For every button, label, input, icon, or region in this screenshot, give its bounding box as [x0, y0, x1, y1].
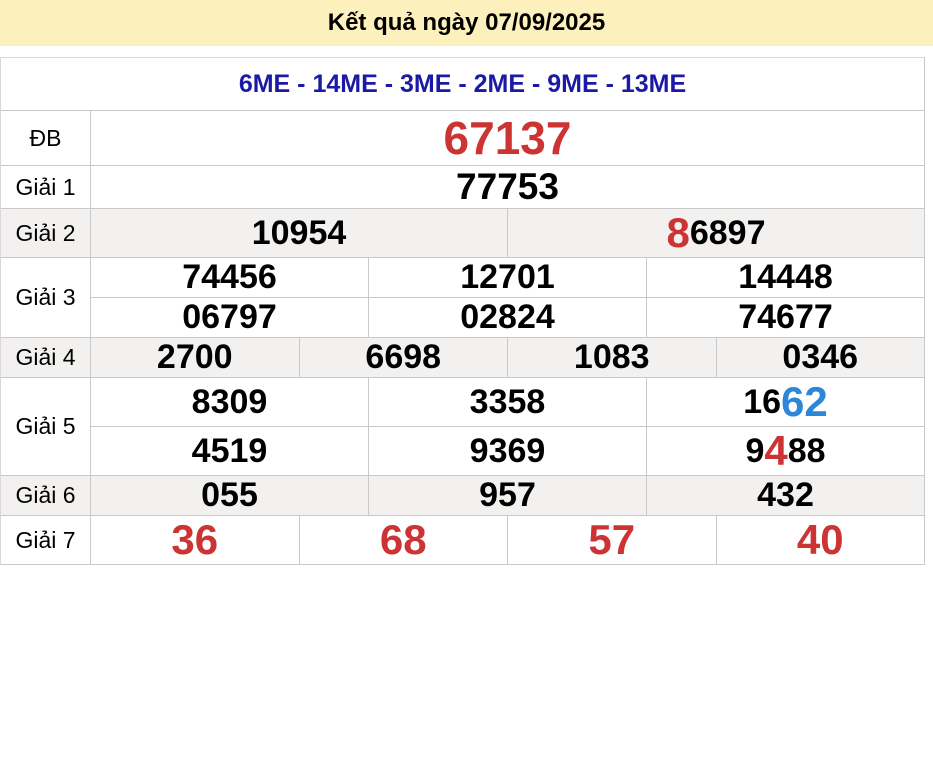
prize-sub-row: 8309 3358 16 62: [91, 378, 924, 426]
prize-sub-row: 10954 8 6897: [91, 209, 924, 257]
prize-value-cell: 0346: [715, 338, 925, 377]
prize-values-g1: 77753: [91, 166, 924, 208]
prize-label-g2: Giải 2: [1, 209, 91, 257]
digit-segment: 62: [781, 378, 828, 425]
prize-row-g1: Giải 1 77753: [1, 166, 924, 209]
digit-segment: 9369: [469, 431, 546, 470]
prize-value-cell: 36: [91, 516, 299, 564]
digit-segment: 74677: [738, 298, 833, 336]
prize-sub-row: 77753: [91, 166, 924, 208]
prize-sub-row: 67137: [91, 111, 924, 165]
prize-value-cell: 40: [715, 516, 925, 564]
prize-row-g6: Giải 6 055 957 432: [1, 476, 924, 516]
prize-sub-row: 055 957 432: [91, 476, 924, 515]
prize-value-cell: 02824: [368, 298, 646, 337]
digit-segment: 77753: [456, 166, 559, 207]
digit-segment: 14448: [738, 258, 833, 296]
prize-row-g3: Giải 3 74456 12701 14448 06797 02824 74677: [1, 258, 924, 338]
prize-sub-row: 06797 02824 74677: [91, 297, 924, 337]
prize-value-cell: 12701: [368, 258, 646, 297]
digit-segment: 57: [588, 516, 636, 563]
prize-value-cell: 9369: [368, 427, 646, 475]
digit-segment: 8: [666, 209, 690, 256]
prize-values-g6: 055 957 432: [91, 476, 924, 515]
prize-value-cell: 055: [91, 476, 368, 515]
digit-segment: 8309: [191, 382, 268, 421]
prize-value-cell: 957: [368, 476, 646, 515]
prize-sub-row: 36 68 57 40: [91, 516, 924, 564]
prize-values-g4: 2700 6698 1083 0346: [91, 338, 924, 377]
digit-segment: 957: [479, 476, 536, 514]
prize-value-cell: 74456: [91, 258, 368, 297]
digit-segment: 16: [743, 382, 782, 421]
prize-values-db: 67137: [91, 111, 924, 165]
prize-label-g7: Giải 7: [1, 516, 91, 564]
digit-segment: 432: [757, 476, 814, 514]
digit-segment: 36: [171, 516, 219, 563]
digit-segment: 0346: [782, 338, 859, 376]
digit-segment: 06797: [182, 298, 277, 336]
prize-value-cell: 4519: [91, 427, 368, 475]
prize-value-cell: 2700: [91, 338, 299, 377]
prize-row-db: ĐB 67137: [1, 111, 924, 166]
prize-value-cell: 74677: [646, 298, 924, 337]
digit-segment: 68: [379, 516, 427, 563]
digit-segment: 67137: [443, 112, 572, 164]
prize-value-cell: 10954: [91, 209, 507, 257]
digit-segment: 6698: [365, 338, 442, 376]
prize-row-g5: Giải 5 8309 3358 16 62 4519 9369 9 4 88: [1, 378, 924, 476]
prize-value-cell: 8309: [91, 378, 368, 426]
digit-segment: 40: [796, 516, 844, 563]
prize-value-cell: 9 4 88: [646, 427, 924, 475]
prize-values-g3: 74456 12701 14448 06797 02824 74677: [91, 258, 924, 337]
prize-label-g4: Giải 4: [1, 338, 91, 377]
prize-value-cell: 06797: [91, 298, 368, 337]
prize-value-cell: 67137: [91, 111, 924, 165]
station-list: 6ME - 14ME - 3ME - 2ME - 9ME - 13ME: [238, 69, 687, 98]
prize-label-g5: Giải 5: [1, 378, 91, 475]
digit-segment: 74456: [182, 258, 277, 296]
digit-segment: 9: [745, 431, 765, 470]
prize-row-g7: Giải 7 36 68 57 40: [1, 516, 924, 564]
digit-segment: 02824: [460, 298, 555, 336]
digit-segment: 2700: [156, 338, 233, 376]
lottery-results-page: Kết quả ngày 07/09/2025 6ME - 14ME - 3ME…: [0, 0, 933, 565]
digit-segment: 3358: [469, 382, 546, 421]
prize-value-cell: 77753: [91, 166, 924, 208]
results-date-banner: Kết quả ngày 07/09/2025: [0, 0, 933, 46]
digit-segment: 12701: [460, 258, 555, 296]
digit-segment: 1083: [573, 338, 650, 376]
digit-segment: 88: [787, 431, 826, 470]
results-table: 6ME - 14ME - 3ME - 2ME - 9ME - 13ME ĐB 67…: [0, 57, 925, 565]
prize-sub-row: 2700 6698 1083 0346: [91, 338, 924, 377]
prize-value-cell: 14448: [646, 258, 924, 297]
digit-segment: 4519: [191, 431, 268, 470]
prize-sub-row: 4519 9369 9 4 88: [91, 426, 924, 475]
prize-value-cell: 16 62: [646, 378, 924, 426]
page-title: Kết quả ngày 07/09/2025: [327, 9, 606, 36]
prize-rows-container: ĐB 67137 Giải 1 77753 Giải 2 10954 8 6897 Giải 3…: [1, 111, 924, 564]
prize-values-g2: 10954 8 6897: [91, 209, 924, 257]
prize-value-cell: 8 6897: [507, 209, 924, 257]
digit-segment: 055: [201, 476, 258, 514]
station-list-row: 6ME - 14ME - 3ME - 2ME - 9ME - 13ME: [1, 58, 924, 111]
prize-row-g4: Giải 4 2700 6698 1083 0346: [1, 338, 924, 378]
digit-segment: 6897: [689, 213, 766, 252]
prize-row-g2: Giải 2 10954 8 6897: [1, 209, 924, 258]
digit-segment: 10954: [251, 213, 347, 252]
prize-value-cell: 1083: [507, 338, 716, 377]
digit-segment: 4: [764, 427, 788, 474]
prize-value-cell: 432: [646, 476, 924, 515]
prize-label-g6: Giải 6: [1, 476, 91, 515]
prize-label-g3: Giải 3: [1, 258, 91, 337]
prize-label-db: ĐB: [1, 111, 91, 165]
prize-value-cell: 68: [298, 516, 508, 564]
prize-values-g5: 8309 3358 16 62 4519 9369 9 4 88: [91, 378, 924, 475]
prize-label-g1: Giải 1: [1, 166, 91, 208]
prize-values-g7: 36 68 57 40: [91, 516, 924, 564]
prize-value-cell: 3358: [368, 378, 646, 426]
prize-value-cell: 6698: [298, 338, 508, 377]
prize-sub-row: 74456 12701 14448: [91, 258, 924, 297]
prize-value-cell: 57: [507, 516, 716, 564]
